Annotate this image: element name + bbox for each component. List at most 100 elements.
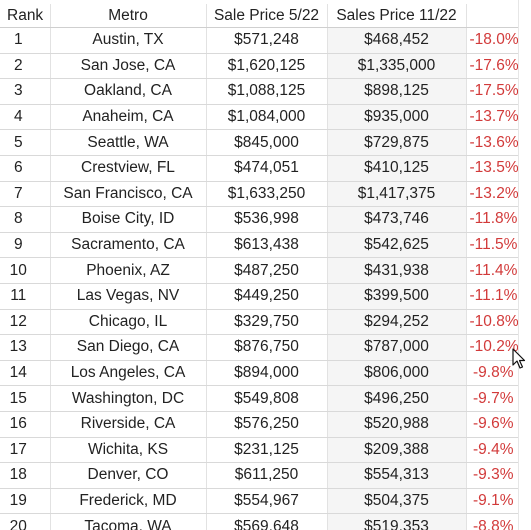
- cell-sale-price-5-22[interactable]: $571,248: [206, 27, 328, 54]
- cell-metro[interactable]: Boise City, ID: [50, 206, 207, 233]
- cell-rank[interactable]: 12: [0, 309, 51, 336]
- cell-sales-price-11-22[interactable]: $410,125: [327, 155, 467, 182]
- cell-sales-price-11-22[interactable]: $520,988: [327, 411, 467, 438]
- cell-change[interactable]: -11.8%: [466, 206, 519, 233]
- cell-sale-price-5-22[interactable]: $474,051: [206, 155, 328, 182]
- cell-change[interactable]: -17.5%: [466, 78, 519, 105]
- cell-sales-price-11-22[interactable]: $473,746: [327, 206, 467, 233]
- cell-sales-price-11-22[interactable]: $209,388: [327, 437, 467, 464]
- cell-change[interactable]: -18.0%: [466, 27, 519, 54]
- cell-rank[interactable]: 2: [0, 53, 51, 80]
- cell-rank[interactable]: 8: [0, 206, 51, 233]
- cell-change[interactable]: -13.7%: [466, 104, 519, 131]
- cell-change[interactable]: -13.6%: [466, 129, 519, 156]
- cell-metro[interactable]: Frederick, MD: [50, 488, 207, 515]
- cell-sales-price-11-22[interactable]: $935,000: [327, 104, 467, 131]
- cell-change[interactable]: -10.8%: [466, 309, 519, 336]
- cell-rank[interactable]: 11: [0, 283, 51, 310]
- cell-metro[interactable]: San Jose, CA: [50, 53, 207, 80]
- cell-metro[interactable]: Wichita, KS: [50, 437, 207, 464]
- cell-rank[interactable]: 14: [0, 360, 51, 387]
- cell-sales-price-11-22[interactable]: $1,335,000: [327, 53, 467, 80]
- cell-change[interactable]: -9.7%: [466, 385, 519, 412]
- column-header-sales-price-11-22[interactable]: Sales Price 11/22: [327, 4, 467, 28]
- column-header-change[interactable]: [466, 4, 519, 28]
- cell-metro[interactable]: San Diego, CA: [50, 334, 207, 361]
- cell-sales-price-11-22[interactable]: $806,000: [327, 360, 467, 387]
- cell-sale-price-5-22[interactable]: $487,250: [206, 257, 328, 284]
- cell-sales-price-11-22[interactable]: $496,250: [327, 385, 467, 412]
- cell-sale-price-5-22[interactable]: $329,750: [206, 309, 328, 336]
- cell-change[interactable]: -9.4%: [466, 437, 519, 464]
- cell-sale-price-5-22[interactable]: $449,250: [206, 283, 328, 310]
- cell-sale-price-5-22[interactable]: $1,620,125: [206, 53, 328, 80]
- column-header-sale-price-5-22[interactable]: Sale Price 5/22: [206, 4, 328, 28]
- cell-metro[interactable]: Los Angeles, CA: [50, 360, 207, 387]
- cell-change[interactable]: -13.2%: [466, 181, 519, 208]
- cell-sales-price-11-22[interactable]: $294,252: [327, 309, 467, 336]
- cell-metro[interactable]: Sacramento, CA: [50, 232, 207, 259]
- cell-rank[interactable]: 17: [0, 437, 51, 464]
- cell-metro[interactable]: Anaheim, CA: [50, 104, 207, 131]
- cell-metro[interactable]: Seattle, WA: [50, 129, 207, 156]
- cell-sale-price-5-22[interactable]: $231,125: [206, 437, 328, 464]
- cell-sale-price-5-22[interactable]: $1,084,000: [206, 104, 328, 131]
- cell-change[interactable]: -13.5%: [466, 155, 519, 182]
- cell-rank[interactable]: 6: [0, 155, 51, 182]
- column-header-metro[interactable]: Metro: [50, 4, 207, 28]
- cell-sale-price-5-22[interactable]: $845,000: [206, 129, 328, 156]
- cell-sale-price-5-22[interactable]: $554,967: [206, 488, 328, 515]
- cell-metro[interactable]: San Francisco, CA: [50, 181, 207, 208]
- cell-sale-price-5-22[interactable]: $611,250: [206, 462, 328, 489]
- cell-rank[interactable]: 4: [0, 104, 51, 131]
- cell-sales-price-11-22[interactable]: $399,500: [327, 283, 467, 310]
- cell-change[interactable]: -8.8%: [466, 513, 519, 530]
- cell-rank[interactable]: 7: [0, 181, 51, 208]
- cell-sales-price-11-22[interactable]: $729,875: [327, 129, 467, 156]
- cell-metro[interactable]: Phoenix, AZ: [50, 257, 207, 284]
- cell-change[interactable]: -9.3%: [466, 462, 519, 489]
- cell-rank[interactable]: 20: [0, 513, 51, 530]
- cell-rank[interactable]: 3: [0, 78, 51, 105]
- cell-change[interactable]: -10.2%: [466, 334, 519, 361]
- cell-rank[interactable]: 10: [0, 257, 51, 284]
- cell-rank[interactable]: 5: [0, 129, 51, 156]
- cell-change[interactable]: -11.5%: [466, 232, 519, 259]
- cell-metro[interactable]: Oakland, CA: [50, 78, 207, 105]
- cell-sales-price-11-22[interactable]: $554,313: [327, 462, 467, 489]
- cell-metro[interactable]: Chicago, IL: [50, 309, 207, 336]
- cell-change[interactable]: -11.1%: [466, 283, 519, 310]
- cell-sales-price-11-22[interactable]: $898,125: [327, 78, 467, 105]
- cell-sales-price-11-22[interactable]: $431,938: [327, 257, 467, 284]
- cell-change[interactable]: -17.6%: [466, 53, 519, 80]
- cell-metro[interactable]: Riverside, CA: [50, 411, 207, 438]
- cell-sales-price-11-22[interactable]: $504,375: [327, 488, 467, 515]
- cell-change[interactable]: -9.8%: [466, 360, 519, 387]
- cell-rank[interactable]: 15: [0, 385, 51, 412]
- cell-rank[interactable]: 18: [0, 462, 51, 489]
- cell-sale-price-5-22[interactable]: $569,648: [206, 513, 328, 530]
- column-header-rank[interactable]: Rank: [0, 4, 51, 28]
- cell-rank[interactable]: 13: [0, 334, 51, 361]
- cell-metro[interactable]: Washington, DC: [50, 385, 207, 412]
- cell-metro[interactable]: Las Vegas, NV: [50, 283, 207, 310]
- cell-rank[interactable]: 16: [0, 411, 51, 438]
- cell-metro[interactable]: Austin, TX: [50, 27, 207, 54]
- cell-sales-price-11-22[interactable]: $519,353: [327, 513, 467, 530]
- cell-sales-price-11-22[interactable]: $1,417,375: [327, 181, 467, 208]
- cell-sales-price-11-22[interactable]: $468,452: [327, 27, 467, 54]
- cell-sale-price-5-22[interactable]: $1,633,250: [206, 181, 328, 208]
- cell-rank[interactable]: 9: [0, 232, 51, 259]
- cell-rank[interactable]: 19: [0, 488, 51, 515]
- cell-sale-price-5-22[interactable]: $876,750: [206, 334, 328, 361]
- cell-rank[interactable]: 1: [0, 27, 51, 54]
- cell-change[interactable]: -9.1%: [466, 488, 519, 515]
- cell-sales-price-11-22[interactable]: $787,000: [327, 334, 467, 361]
- cell-change[interactable]: -11.4%: [466, 257, 519, 284]
- cell-metro[interactable]: Tacoma, WA: [50, 513, 207, 530]
- cell-sale-price-5-22[interactable]: $1,088,125: [206, 78, 328, 105]
- cell-change[interactable]: -9.6%: [466, 411, 519, 438]
- cell-sale-price-5-22[interactable]: $549,808: [206, 385, 328, 412]
- cell-metro[interactable]: Crestview, FL: [50, 155, 207, 182]
- cell-metro[interactable]: Denver, CO: [50, 462, 207, 489]
